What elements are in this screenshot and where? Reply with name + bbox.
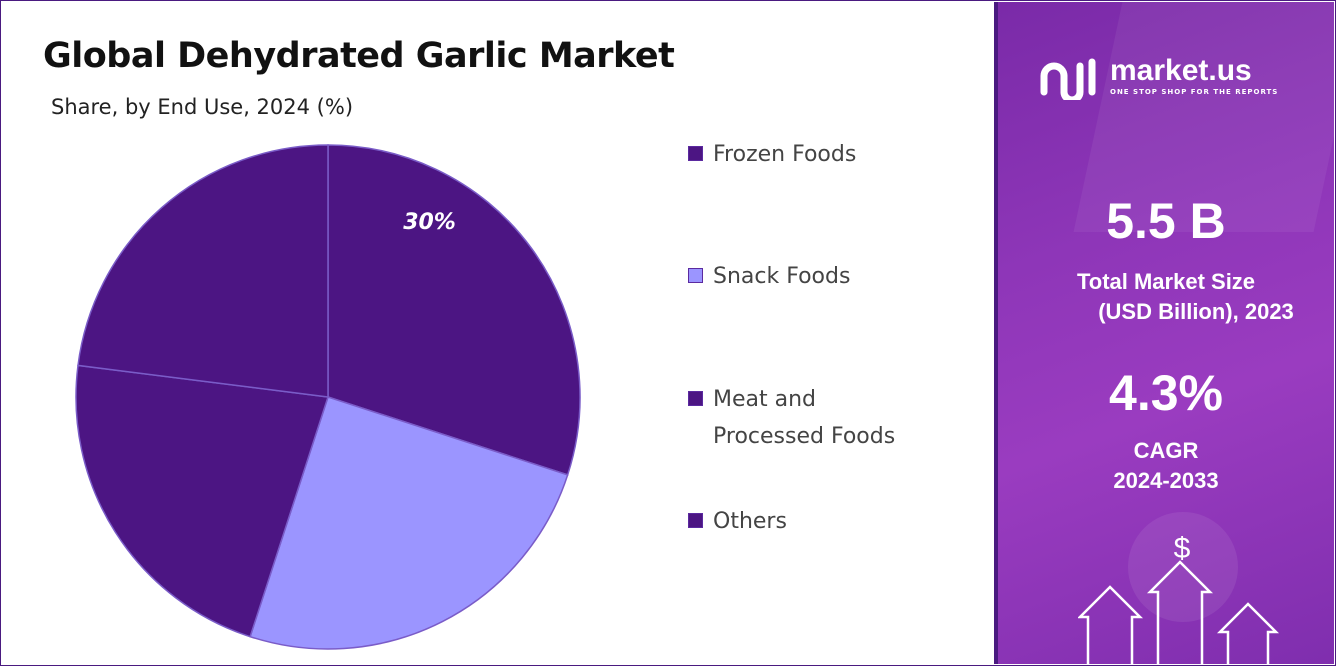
growth-arrows-icon xyxy=(1078,560,1280,664)
brand-name: market.us xyxy=(1110,54,1252,87)
market-size-label-line1: Total Market Size xyxy=(1076,269,1256,294)
legend-label: Snack Foods xyxy=(713,264,851,289)
pie-chart: 30% xyxy=(75,144,581,650)
chart-title: Global Dehydrated Garlic Market xyxy=(43,36,675,76)
cagr-label: CAGR xyxy=(1133,438,1199,463)
panel-divider xyxy=(994,2,998,664)
legend-swatch xyxy=(688,146,703,161)
panel-decoration-circle xyxy=(1128,512,1238,622)
legend-item-meat-processed-foods: Meat and Processed Foods xyxy=(688,381,933,455)
summary-panel: market.us ONE STOP SHOP FOR THE REPORTS … xyxy=(998,2,1334,664)
cagr-period: 2024-2033 xyxy=(1113,468,1219,493)
cagr-value: 4.3% xyxy=(1109,365,1223,421)
legend-item-snack-foods: Snack Foods xyxy=(688,258,933,295)
pie-data-label: 30% xyxy=(403,210,456,235)
legend-swatch xyxy=(688,268,703,283)
chart-area: Global Dehydrated Garlic Market Share, b… xyxy=(2,2,994,664)
pie-slice-others xyxy=(77,144,329,398)
legend-item-others: Others xyxy=(688,503,933,540)
market-size-label-line2: (USD Billion), 2023 xyxy=(1098,299,1294,324)
legend-label: Meat and Processed Foods xyxy=(713,387,896,449)
legend-label: Frozen Foods xyxy=(713,142,857,167)
legend-swatch xyxy=(688,513,703,528)
legend-swatch xyxy=(688,391,703,406)
brand-tagline: ONE STOP SHOP FOR THE REPORTS xyxy=(1110,88,1279,96)
dollar-icon: $ xyxy=(1173,532,1191,565)
pie-slice-meat-and-processed-foods xyxy=(75,364,329,638)
market-us-logo-icon xyxy=(1040,58,1096,100)
chart-subtitle: Share, by End Use, 2024 (%) xyxy=(51,95,354,119)
brand-logo[interactable]: market.us ONE STOP SHOP FOR THE REPORTS xyxy=(1038,52,1278,100)
legend-item-frozen-foods: Frozen Foods xyxy=(688,136,933,173)
pie-slice-frozen-foods xyxy=(327,144,581,476)
market-size-value: 5.5 B xyxy=(1106,193,1226,249)
pie-slice-snack-foods xyxy=(249,396,569,650)
legend-label: Others xyxy=(713,509,787,534)
